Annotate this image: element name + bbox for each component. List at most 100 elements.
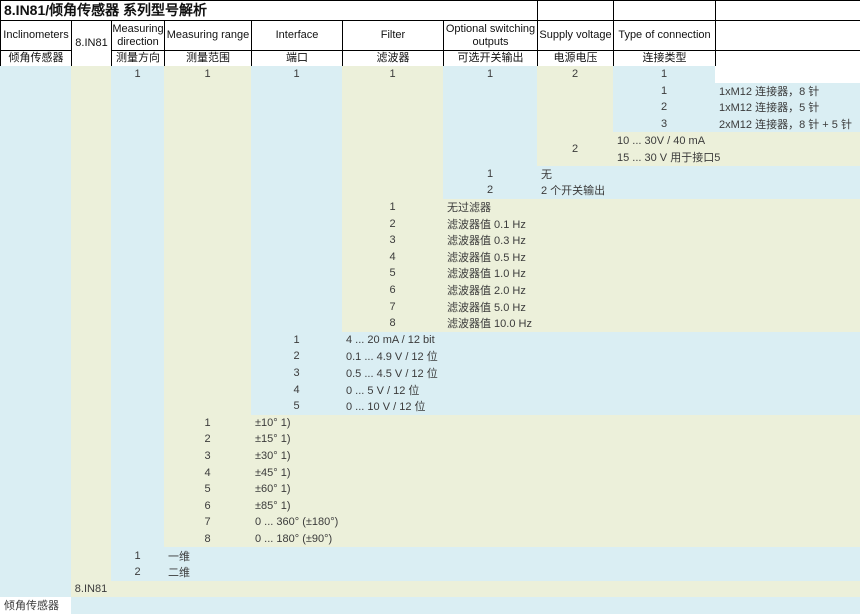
option-row-interface: 3 0.5 ... 4.5 V / 12 位 — [0, 364, 860, 382]
band-cell — [0, 215, 71, 232]
option-desc-cell: 一维 — [164, 547, 860, 564]
band-cell — [0, 547, 71, 564]
band-cell — [342, 165, 443, 183]
band-cell — [537, 99, 613, 116]
right-empty-cell-mid — [715, 20, 860, 51]
band-cell — [71, 398, 111, 415]
option-code-cell: 4 — [342, 248, 443, 266]
band-cell — [0, 298, 71, 315]
code-cell: 1 — [251, 66, 342, 83]
option-row-filter: 8 滤波器值 10.0 Hz — [0, 315, 860, 332]
band-cell — [111, 497, 164, 515]
code-cell: 1 — [613, 66, 715, 83]
band-cell — [71, 481, 111, 498]
band-cell — [111, 481, 164, 498]
band-cell — [0, 514, 71, 531]
option-code-cell: 1 — [342, 198, 443, 216]
band-cell — [0, 315, 71, 332]
band-cell — [111, 514, 164, 531]
band-cell — [71, 165, 111, 183]
option-row-interface: 2 0.1 ... 4.9 V / 12 位 — [0, 348, 860, 365]
option-code-cell: 5 — [164, 481, 251, 498]
option-row-product-family: 倾角传感器 — [0, 597, 860, 614]
band-cell — [71, 132, 111, 149]
option-code-cell: 3 — [164, 447, 251, 465]
option-row-series: 8.IN81 — [0, 580, 860, 598]
option-code-cell: 6 — [164, 497, 251, 515]
band-cell — [111, 232, 164, 249]
option-desc-cell: 15 ... 30 V 用于接口5 — [613, 149, 860, 166]
option-desc-cell: 0 ... 180° (±90°) — [251, 530, 860, 548]
option-desc-cell: 0.5 ... 4.5 V / 12 位 — [342, 364, 860, 382]
option-row-supply-voltage: 15 ... 30 V 用于接口5 — [0, 149, 860, 166]
band-cell — [0, 431, 71, 448]
option-row-measuring-range: 4 ±45° 1) — [0, 464, 860, 481]
band-cell — [251, 248, 342, 266]
option-desc-cell: 滤波器值 0.5 Hz — [443, 248, 860, 266]
option-row-type-of-connection: 2 1xM12 连接器，5 针 — [0, 99, 860, 116]
band-cell — [443, 132, 537, 149]
band-cell — [0, 348, 71, 365]
band-cell — [0, 149, 71, 166]
option-code-cell: 7 — [342, 298, 443, 315]
band-cell — [0, 99, 71, 116]
option-desc-cell: ±60° 1) — [251, 481, 860, 498]
band-cell — [111, 265, 164, 282]
band-cell — [111, 414, 164, 432]
option-row-filter: 3 滤波器值 0.3 Hz — [0, 232, 860, 249]
option-code-cell — [537, 132, 613, 149]
band-cell — [0, 265, 71, 282]
band-cell — [251, 281, 342, 299]
band-cell — [342, 99, 443, 116]
option-desc-cell — [111, 580, 860, 598]
option-code-cell: 8 — [342, 315, 443, 332]
option-row-type-of-connection: 3 2xM12 连接器，8 针 + 5 针 — [0, 115, 860, 133]
band-cell — [164, 348, 251, 365]
option-row-filter: 2 滤波器值 0.1 Hz — [0, 215, 860, 232]
option-code-cell: 5 — [251, 398, 342, 415]
band-cell — [251, 132, 342, 149]
band-cell — [0, 281, 71, 299]
option-code-cell: 7 — [164, 514, 251, 531]
band-cell — [0, 530, 71, 548]
option-code-cell: 6 — [342, 281, 443, 299]
band-cell — [111, 248, 164, 266]
option-desc-cell: 滤波器值 5.0 Hz — [443, 298, 860, 315]
band-cell — [71, 348, 111, 365]
band-cell — [111, 215, 164, 232]
option-desc-cell: 4 ... 20 mA / 12 bit — [342, 331, 860, 349]
band-cell — [111, 198, 164, 216]
option-code-cell: 5 — [342, 265, 443, 282]
code-cell: 1 — [111, 66, 164, 83]
option-code-cell: 4 — [164, 464, 251, 481]
option-desc-cell: 2xM12 连接器，8 针 + 5 针 — [715, 115, 860, 133]
option-row-measuring-range: 2 ±15° 1) — [0, 431, 860, 448]
option-row-filter: 6 滤波器值 2.0 Hz — [0, 281, 860, 299]
option-code-cell: 8 — [164, 530, 251, 548]
option-desc-cell: 滤波器值 0.1 Hz — [443, 215, 860, 232]
header-interface-en: Interface — [251, 20, 343, 51]
header-inclinometers-en: Inclinometers — [0, 20, 72, 51]
band-cell — [71, 564, 111, 581]
band-cell — [71, 66, 111, 83]
band-cell — [164, 115, 251, 133]
band-cell — [0, 381, 71, 398]
band-cell — [111, 149, 164, 166]
band-cell — [71, 82, 111, 100]
band-cell — [251, 265, 342, 282]
option-code-cell: 1 — [613, 82, 715, 100]
band-cell — [164, 364, 251, 382]
band-cell — [0, 66, 71, 83]
option-code-cell: 8.IN81 — [71, 580, 111, 598]
option-code-cell: 2 — [251, 348, 342, 365]
code-cell: 2 — [537, 66, 613, 83]
header-switching-outputs-en: Optional switching outputs — [443, 20, 538, 51]
option-desc-cell: 滤波器值 0.3 Hz — [443, 232, 860, 249]
band-cell — [111, 298, 164, 315]
band-cell — [0, 82, 71, 100]
